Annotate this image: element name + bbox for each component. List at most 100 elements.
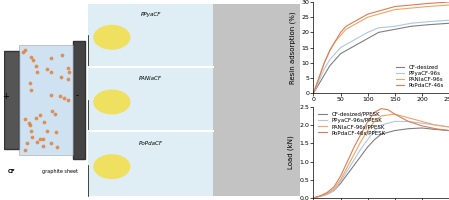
- CF-desized: [332, 59, 338, 61]
- CF-desized/PPESK: [311, 197, 316, 199]
- PPyaCF-96s: [425, 21, 430, 23]
- CF-desized: [392, 28, 397, 31]
- Point: [40, 138, 47, 141]
- PPyaCF-96s/PPESK: [338, 180, 343, 183]
- PPyaCF-96s: [321, 68, 327, 70]
- Line: PANIaCF-96s: PANIaCF-96s: [313, 5, 449, 93]
- PPyaCF-96s: [446, 19, 449, 21]
- PPyaCF-96s: [311, 92, 316, 94]
- PPyaCF-96s: [332, 52, 338, 55]
- PoPdaCF-46s: [321, 62, 327, 64]
- Point: [22, 149, 29, 152]
- PPyaCF-96s: [376, 27, 381, 29]
- Text: CF: CF: [8, 169, 16, 174]
- PPyaCF-96s/PPESK: [419, 122, 425, 124]
- PANIaCF-96s/PPESK: [358, 140, 364, 143]
- PPyaCF-96s/PPESK: [433, 124, 438, 126]
- Bar: [88, 4, 213, 196]
- Line: CF-desized: CF-desized: [313, 23, 449, 93]
- CF-desized: [354, 43, 360, 46]
- PoPdaCF-46s/PPESK: [331, 186, 336, 188]
- PANIaCF-96s/PPESK: [365, 129, 370, 132]
- PoPdaCF-46s: [338, 31, 343, 34]
- Point: [57, 75, 65, 78]
- Line: PPyaCF-96s/PPESK: PPyaCF-96s/PPESK: [313, 121, 449, 198]
- PANIaCF-96s: [338, 34, 343, 37]
- PANIaCF-96s: [316, 77, 321, 79]
- Point: [26, 122, 33, 125]
- Point: [65, 70, 72, 74]
- PPyaCF-96s/PPESK: [446, 126, 449, 128]
- Point: [40, 145, 47, 148]
- Point: [53, 131, 60, 134]
- PANIaCF-96s: [311, 92, 316, 94]
- Point: [65, 77, 72, 81]
- PPyaCF-96s: [365, 31, 370, 34]
- Point: [29, 58, 36, 61]
- PANIaCF-96s: [392, 8, 397, 11]
- PANIaCF-96s: [321, 62, 327, 64]
- PANIaCF-96s/PPESK: [338, 179, 343, 181]
- PoPdaCF-46s/PPESK: [392, 113, 397, 115]
- Point: [52, 113, 59, 116]
- PANIaCF-96s/PPESK: [379, 115, 384, 117]
- PPyaCF-96s/PPESK: [345, 169, 350, 172]
- CF-desized: [408, 25, 414, 28]
- Point: [27, 55, 35, 59]
- Line: PoPdaCF-46s/PPESK: PoPdaCF-46s/PPESK: [313, 109, 449, 198]
- Point: [48, 71, 55, 74]
- PANIaCF-96s/PPESK: [372, 120, 377, 123]
- CF-desized/PPESK: [419, 127, 425, 129]
- PoPdaCF-46s/PPESK: [379, 107, 384, 110]
- PoPdaCF-46s: [327, 49, 332, 52]
- Circle shape: [94, 90, 130, 114]
- PPyaCF-96s/PPESK: [365, 138, 370, 141]
- Point: [22, 118, 29, 121]
- PANIaCF-96s/PPESK: [419, 120, 425, 123]
- PPyaCF-96s: [338, 46, 343, 49]
- PPyaCF-96s/PPESK: [358, 148, 364, 150]
- CF-desized/PPESK: [405, 128, 411, 130]
- Point: [21, 49, 28, 52]
- CF-desized: [321, 74, 327, 76]
- PoPdaCF-46s: [376, 10, 381, 12]
- PoPdaCF-46s: [311, 92, 316, 94]
- PoPdaCF-46s/PPESK: [345, 160, 350, 163]
- PANIaCF-96s/PPESK: [324, 192, 330, 195]
- CF-desized/PPESK: [365, 146, 370, 148]
- CF-desized/PPESK: [345, 173, 350, 175]
- Text: -: -: [76, 92, 79, 101]
- CF-desized: [343, 49, 349, 52]
- PPyaCF-96s/PPESK: [379, 124, 384, 126]
- Point: [23, 142, 31, 145]
- CF-desized/PPESK: [392, 129, 397, 132]
- Bar: [213, 4, 299, 196]
- PANIaCF-96s/PPESK: [317, 195, 323, 197]
- Point: [64, 99, 71, 102]
- Y-axis label: Load (kN): Load (kN): [287, 136, 294, 169]
- PoPdaCF-46s/PPESK: [352, 146, 357, 148]
- PPyaCF-96s: [327, 59, 332, 61]
- X-axis label: Time (s): Time (s): [367, 108, 396, 114]
- CF-desized: [425, 24, 430, 26]
- PPyaCF-96s/PPESK: [392, 120, 397, 123]
- PANIaCF-96s/PPESK: [345, 166, 350, 168]
- Point: [47, 142, 54, 145]
- Point: [33, 65, 40, 68]
- PANIaCF-96s: [446, 4, 449, 6]
- Point: [48, 94, 55, 97]
- Line: CF-desized/PPESK: CF-desized/PPESK: [313, 128, 449, 198]
- Point: [33, 140, 40, 144]
- Text: PoPdaCF: PoPdaCF: [139, 141, 163, 146]
- Line: PANIaCF-96s/PPESK: PANIaCF-96s/PPESK: [313, 114, 449, 198]
- Point: [27, 88, 35, 92]
- PoPdaCF-46s: [365, 13, 370, 15]
- PPyaCF-96s/PPESK: [331, 190, 336, 192]
- PANIaCF-96s: [354, 22, 360, 24]
- PoPdaCF-46s: [316, 77, 321, 79]
- PANIaCF-96s: [343, 28, 349, 31]
- PPyaCF-96s: [408, 22, 414, 24]
- PANIaCF-96s/PPESK: [446, 126, 449, 128]
- Point: [64, 66, 71, 69]
- Bar: [4, 51, 19, 149]
